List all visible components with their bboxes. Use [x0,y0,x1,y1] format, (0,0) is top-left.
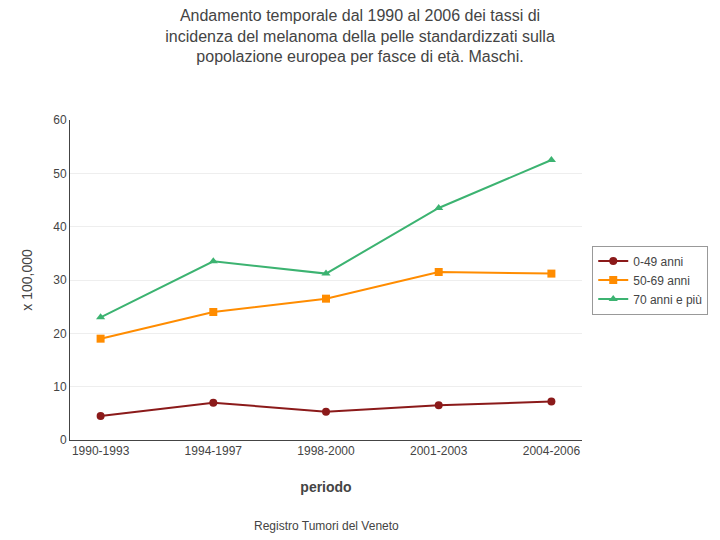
svg-text:1990-1993: 1990-1993 [72,444,130,458]
svg-text:10: 10 [53,380,67,394]
svg-text:2001-2003: 2001-2003 [410,444,468,458]
svg-text:periodo: periodo [300,479,351,495]
svg-text:x 100,000: x 100,000 [19,249,35,311]
svg-text:Registro Tumori del Veneto: Registro Tumori del Veneto [254,519,399,533]
svg-text:50: 50 [53,167,67,181]
svg-text:70 anni e più: 70 anni e più [633,293,702,307]
svg-text:60: 60 [53,113,67,127]
svg-text:0-49 anni: 0-49 anni [633,255,683,269]
svg-text:1994-1997: 1994-1997 [185,444,243,458]
svg-text:0: 0 [60,433,67,447]
svg-text:40: 40 [53,220,67,234]
svg-text:50-69 anni: 50-69 anni [633,274,690,288]
svg-text:2004-2006: 2004-2006 [523,444,581,458]
svg-text:Andamento temporale dal 1990 a: Andamento temporale dal 1990 al 2006 dei… [165,7,555,66]
svg-text:20: 20 [53,327,67,341]
svg-text:30: 30 [53,273,67,287]
svg-text:1998-2000: 1998-2000 [297,444,355,458]
